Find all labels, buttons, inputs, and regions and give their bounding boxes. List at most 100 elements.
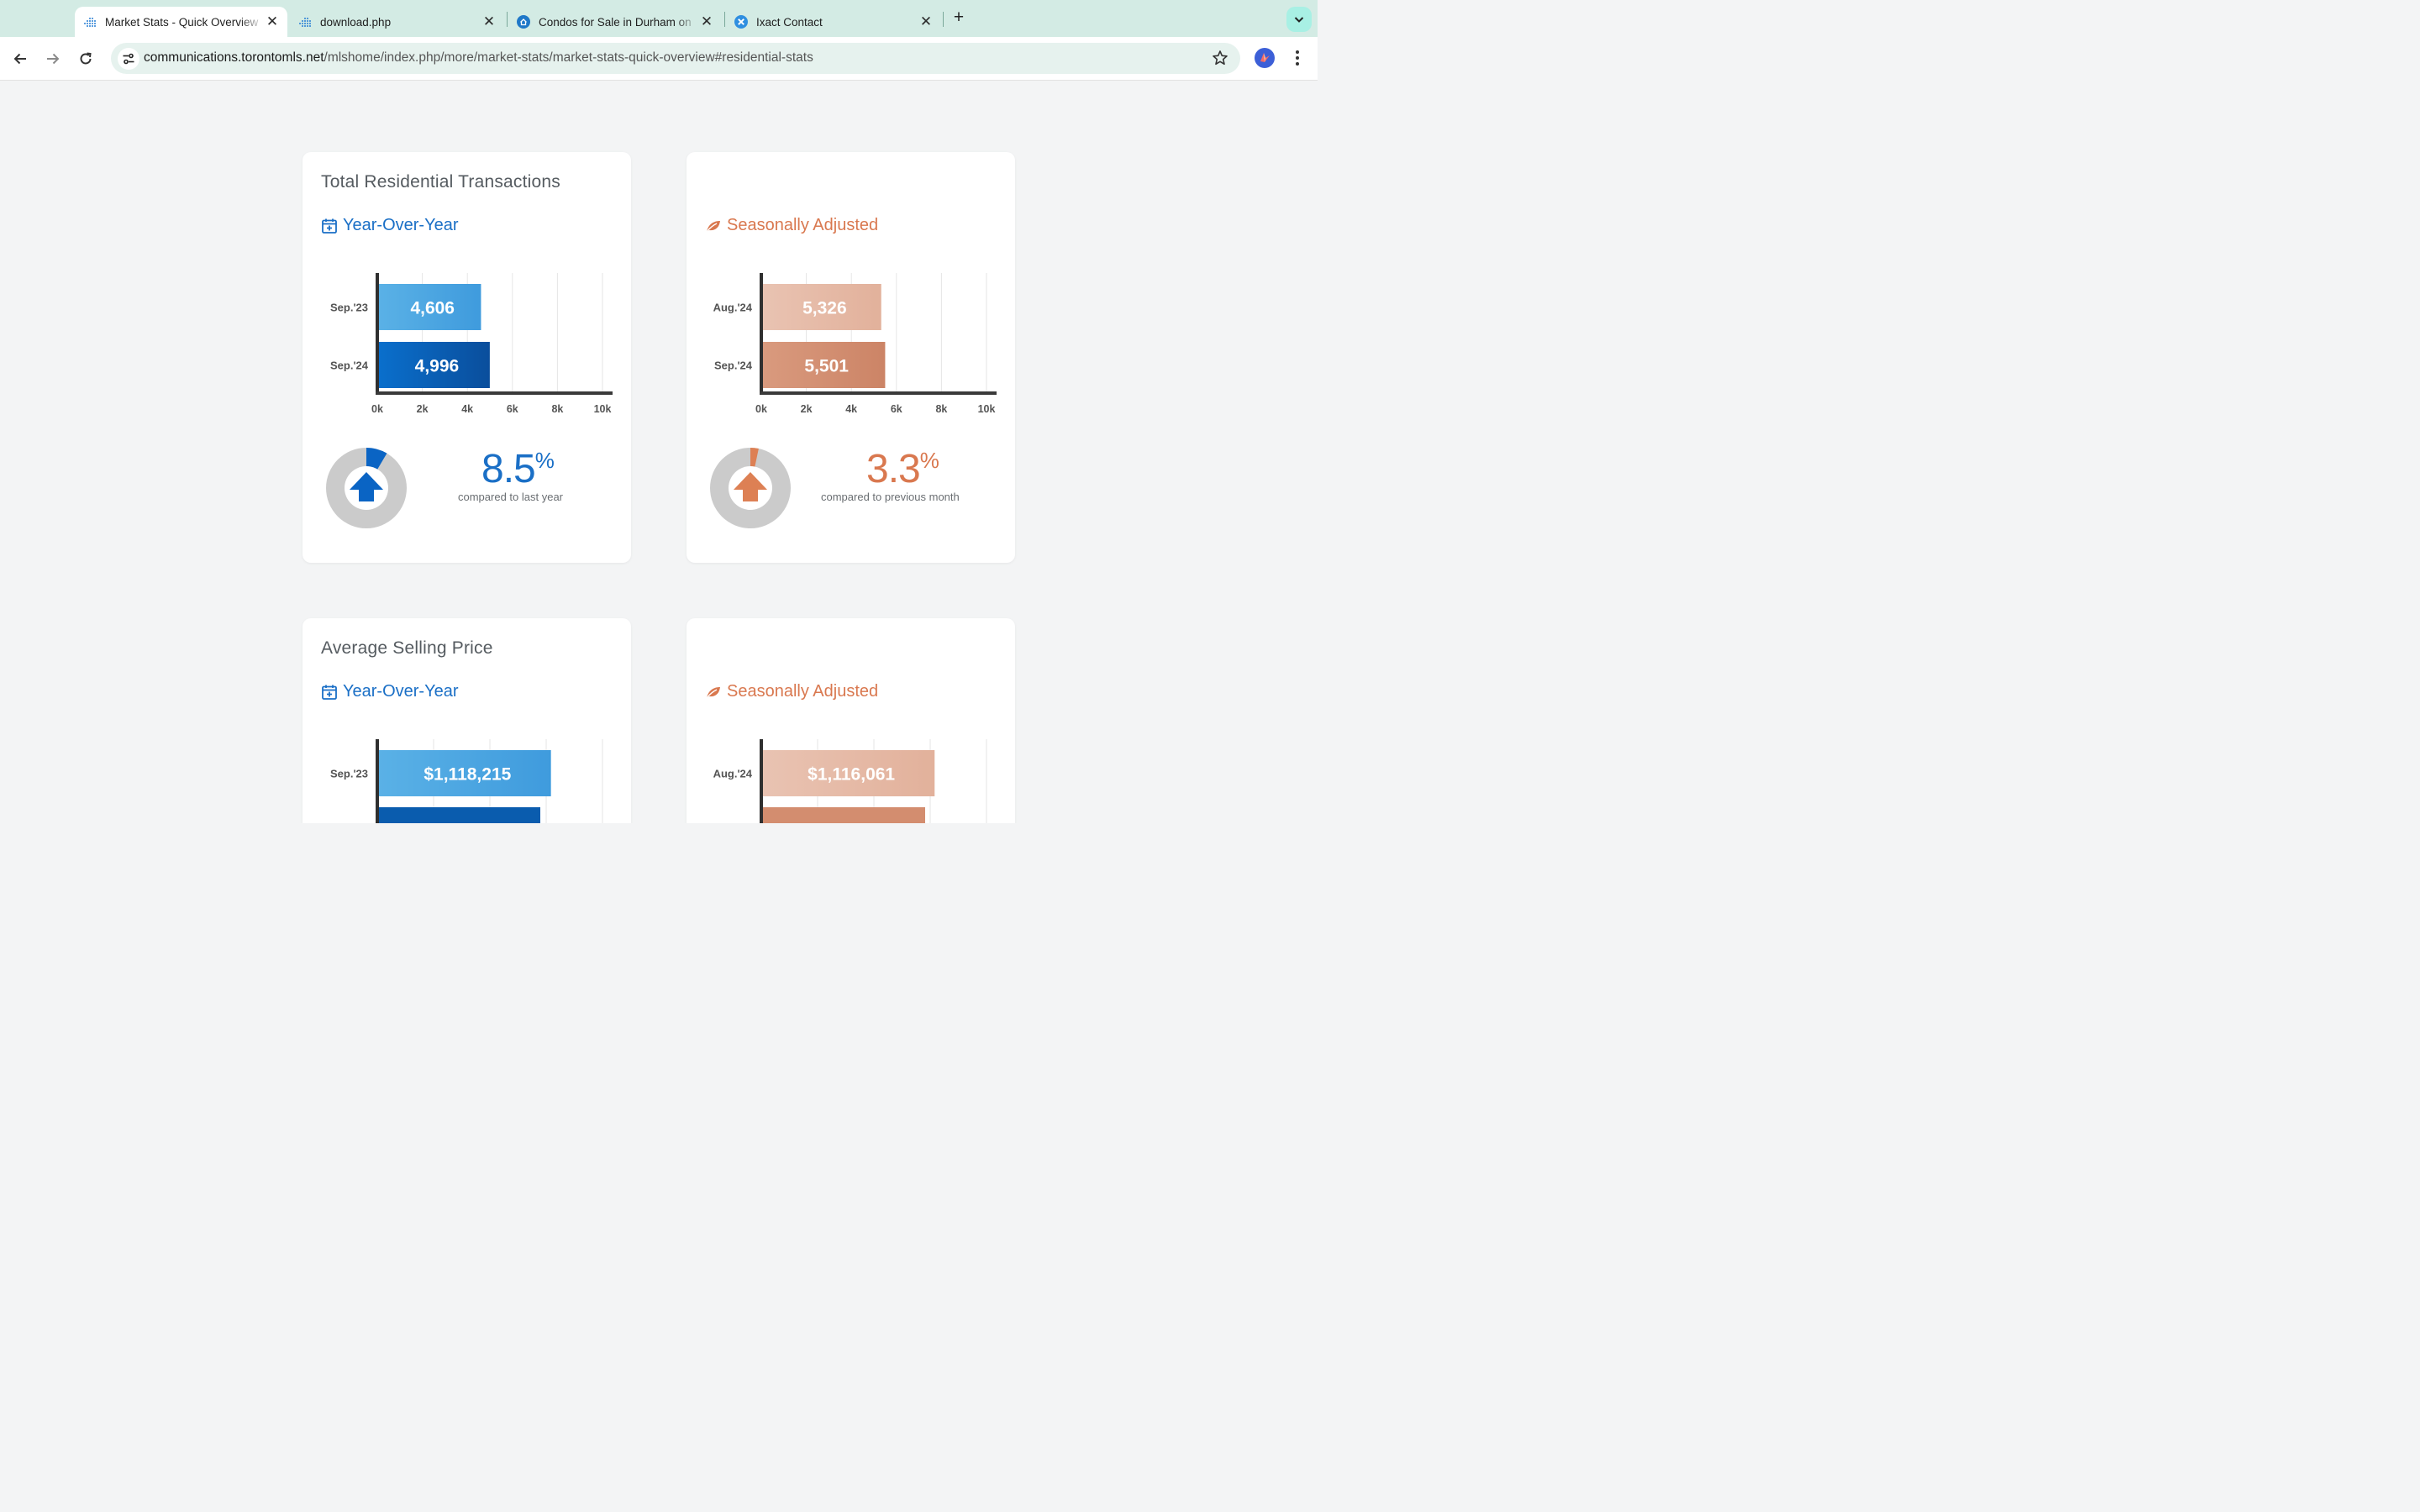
- bar-value-label: 5,326: [802, 299, 847, 318]
- url-path: /mlshome/index.php/more/market-stats/mar…: [324, 50, 813, 65]
- x-tick-label: 2k: [417, 403, 429, 415]
- card-transactions-sa: Seasonally Adjusted 5,326 Aug.'24 5,501 Sep…: [687, 152, 1015, 563]
- yoy-label: Year-Over-Year: [343, 682, 459, 701]
- category-label: Sep.'23: [330, 768, 368, 780]
- arrow-right-icon: [47, 53, 60, 65]
- bar[interactable]: [379, 342, 490, 388]
- profile-avatar[interactable]: [1255, 48, 1275, 68]
- tab-separator: [507, 12, 508, 27]
- close-tab-icon[interactable]: ✕: [266, 13, 279, 29]
- tab-ixact[interactable]: Ixact Contact ✕: [726, 7, 941, 37]
- close-tab-icon[interactable]: ✕: [482, 13, 496, 29]
- tab-condos[interactable]: Condos for Sale in Durham on ✕: [508, 7, 722, 37]
- sa-heading: Seasonally Adjusted: [705, 682, 878, 701]
- category-label: Sep.'23: [330, 302, 368, 314]
- tab-separator: [943, 12, 944, 27]
- bar[interactable]: [763, 342, 886, 388]
- leaf-icon: [706, 686, 720, 698]
- url-host: communications.torontomls.net: [144, 50, 324, 65]
- sa-change-value: 3.3%: [866, 447, 939, 491]
- browser-toolbar: communications.torontomls.net/mlshome/in…: [0, 37, 1318, 81]
- star-icon: [1213, 50, 1228, 66]
- address-bar[interactable]: communications.torontomls.net/mlshome/in…: [111, 43, 1240, 74]
- yoy-change-caption: compared to last year: [458, 491, 564, 503]
- x-tick-label: 0k: [755, 403, 767, 415]
- yoy-label: Year-Over-Year: [343, 216, 459, 234]
- tab-title: download.php: [320, 15, 392, 29]
- tab-title: Ixact Contact: [756, 15, 823, 29]
- bar[interactable]: [763, 750, 935, 796]
- reload-icon: [80, 52, 92, 65]
- transactions-sa-chart: 5,326 Aug.'24 5,501 Sep.'24 0k 2k 4k 6k 8k 10k: [713, 273, 997, 415]
- site-info-button[interactable]: [118, 48, 139, 70]
- section-title: Average Selling Price: [321, 638, 493, 658]
- card-price-yoy: Average Selling Price Year-Over-Year $1,…: [302, 618, 631, 823]
- bookmark-button[interactable]: [1212, 50, 1228, 71]
- mls-favicon-icon: [84, 18, 96, 27]
- chevron-down-icon: [1294, 17, 1304, 23]
- x-tick-label: 10k: [978, 403, 996, 415]
- bird-logo-icon: [1260, 53, 1270, 62]
- ixact-favicon-icon: [734, 15, 748, 29]
- x-tick-label: 6k: [507, 403, 518, 415]
- card-price-sa: Seasonally Adjusted $1,116,061 Aug.'24: [687, 618, 1015, 823]
- calendar-plus-icon: [322, 218, 337, 234]
- x-tick-label: 4k: [845, 403, 857, 415]
- bar-value-label: $1,116,061: [808, 765, 895, 785]
- back-button[interactable]: [9, 48, 31, 70]
- tab-search-button[interactable]: [1286, 7, 1312, 32]
- x-tick-label: 2k: [801, 403, 813, 415]
- yoy-heading: Year-Over-Year: [321, 682, 458, 701]
- new-tab-button[interactable]: +: [953, 8, 965, 27]
- calendar-plus-icon: [322, 685, 337, 700]
- category-label: Aug.'24: [713, 768, 753, 780]
- price-yoy-chart: $1,118,215 Sep.'23: [330, 739, 603, 823]
- mls-favicon-icon: [299, 18, 311, 27]
- card-transactions-yoy: Total Residential Transactions Year-Over…: [302, 152, 631, 563]
- house-favicon-icon: [517, 15, 530, 29]
- tab-download[interactable]: download.php ✕: [290, 7, 504, 37]
- bar-value-label: $1,118,215: [424, 765, 511, 785]
- sa-label: Seasonally Adjusted: [727, 682, 879, 701]
- forward-button[interactable]: [42, 48, 64, 70]
- arrow-up-icon: [734, 472, 767, 501]
- sa-label: Seasonally Adjusted: [727, 216, 879, 234]
- reload-button[interactable]: [75, 48, 97, 70]
- close-tab-icon[interactable]: ✕: [700, 13, 713, 29]
- x-tick-label: 8k: [551, 403, 563, 415]
- leaf-icon: [706, 220, 720, 232]
- x-tick-label: 10k: [594, 403, 612, 415]
- tab-market-stats[interactable]: Market Stats - Quick Overview ✕: [75, 7, 287, 37]
- tune-icon: [123, 53, 134, 65]
- x-tick-label: 0k: [371, 403, 383, 415]
- browser-menu-button[interactable]: [1291, 49, 1304, 67]
- close-tab-icon[interactable]: ✕: [919, 13, 933, 29]
- transactions-yoy-chart: 4,606 Sep.'23 4,996 Sep.'24 0k 2k 4k 6k 8k 10k: [330, 273, 613, 415]
- category-label: Aug.'24: [713, 302, 753, 314]
- yoy-change-value: 8.5%: [481, 447, 555, 491]
- section-title: Total Residential Transactions: [321, 172, 560, 192]
- x-tick-label: 8k: [935, 403, 947, 415]
- price-sa-chart: $1,116,061 Aug.'24: [713, 739, 987, 823]
- category-label: Sep.'24: [714, 360, 753, 372]
- tab-title: Market Stats - Quick Overview: [105, 15, 259, 29]
- bar[interactable]: [379, 750, 551, 796]
- url-text[interactable]: communications.torontomls.net/mlshome/in…: [144, 50, 813, 66]
- sa-heading: Seasonally Adjusted: [705, 216, 878, 235]
- bar[interactable]: [379, 284, 481, 330]
- x-tick-label: 6k: [891, 403, 902, 415]
- tab-separator: [724, 12, 725, 27]
- x-tick-label: 4k: [461, 403, 473, 415]
- yoy-change-donut: [326, 448, 407, 528]
- bar-value-label: 4,996: [415, 357, 460, 376]
- category-label: Sep.'24: [330, 360, 369, 372]
- arrow-left-icon: [13, 53, 26, 65]
- tab-strip: Market Stats - Quick Overview ✕ download…: [0, 0, 1318, 37]
- bar-cropped[interactable]: [379, 807, 540, 823]
- bar[interactable]: [763, 284, 881, 330]
- more-vert-icon: [1296, 50, 1299, 66]
- arrow-up-icon: [350, 472, 383, 501]
- bar-cropped[interactable]: [763, 807, 925, 823]
- tab-title: Condos for Sale in Durham on: [539, 15, 692, 29]
- yoy-heading: Year-Over-Year: [321, 216, 458, 235]
